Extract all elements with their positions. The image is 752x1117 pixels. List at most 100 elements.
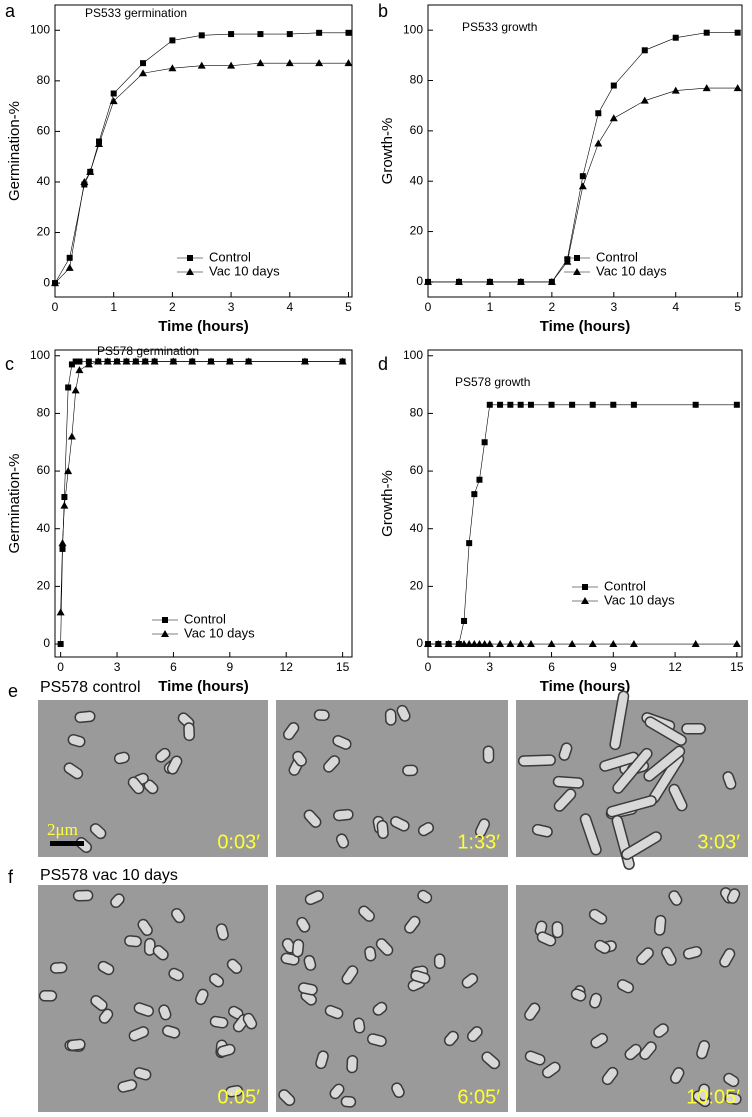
cell-body	[63, 762, 84, 780]
cell-body	[402, 764, 419, 777]
y-tick-label: 0	[43, 636, 50, 650]
marker-square	[569, 401, 576, 408]
cell	[402, 764, 419, 777]
y-tick-label: 80	[37, 406, 51, 420]
cell	[376, 820, 389, 840]
cell	[524, 1002, 541, 1021]
cell	[551, 921, 564, 939]
cell	[606, 795, 657, 818]
marker-triangle	[95, 140, 104, 148]
cell	[113, 751, 130, 765]
cell	[482, 745, 495, 764]
cell	[588, 908, 608, 925]
cell	[226, 958, 243, 974]
marker-square	[517, 401, 524, 408]
marker-triangle	[434, 640, 443, 648]
cell	[579, 813, 602, 856]
cell-body	[67, 733, 86, 748]
cell-body	[524, 1002, 541, 1021]
marker-triangle	[516, 640, 525, 648]
cell	[72, 889, 94, 902]
panel-title: PS578 vac 10 days	[40, 867, 178, 884]
marker-square	[61, 494, 68, 501]
y-tick-label: 100	[30, 348, 50, 362]
cell	[668, 783, 688, 812]
cell	[384, 708, 397, 726]
x-axis-label: Time (hours)	[158, 318, 249, 335]
x-tick-label: 1	[110, 300, 117, 314]
y-tick-label: 40	[410, 173, 424, 187]
cell-body	[372, 1001, 388, 1016]
cell	[341, 965, 359, 985]
cell-body	[291, 938, 305, 958]
cell	[474, 818, 491, 838]
cell	[110, 893, 125, 909]
marker-triangle	[568, 640, 577, 648]
cell-body	[158, 1004, 172, 1021]
cell	[152, 944, 169, 961]
series-line	[428, 32, 738, 283]
y-tick-label: 100	[30, 22, 50, 36]
y-tick-label: 0	[416, 636, 423, 650]
cell-body	[313, 709, 330, 722]
marker-triangle	[207, 357, 216, 365]
cell	[724, 1092, 742, 1105]
marker-triangle	[480, 640, 489, 648]
cell	[215, 923, 229, 941]
marker-triangle	[629, 640, 638, 648]
cell-body	[719, 948, 736, 968]
cell-body	[410, 969, 431, 985]
cell-body	[283, 722, 300, 741]
chart-title: PS533 germination	[85, 6, 187, 20]
marker-triangle	[733, 84, 742, 92]
cell-body	[226, 958, 243, 974]
cell-body	[474, 818, 491, 838]
cell	[367, 1033, 387, 1047]
marker-square	[481, 439, 488, 446]
marker-square	[589, 401, 596, 408]
cell-body	[609, 690, 630, 751]
legend-label: Control	[604, 578, 646, 593]
cell-body	[722, 771, 737, 790]
cell-body	[588, 908, 608, 925]
cell-body	[698, 1083, 710, 1102]
marker-square	[169, 37, 176, 44]
cell-body	[517, 754, 556, 767]
cell-body	[636, 947, 654, 966]
cell	[97, 960, 115, 976]
cell	[209, 1015, 229, 1029]
marker-triangle	[496, 640, 505, 648]
y-tick-label: 20	[37, 579, 51, 593]
cell	[296, 916, 311, 933]
marker-square	[228, 31, 235, 38]
cell	[171, 907, 186, 924]
marker-square	[641, 47, 648, 54]
cell	[358, 905, 375, 922]
cell-body	[323, 755, 341, 773]
cell	[536, 931, 557, 947]
marker-square	[610, 401, 617, 408]
y-tick-label: 0	[416, 274, 423, 288]
cell	[128, 1026, 150, 1042]
marker-triangle	[454, 640, 463, 648]
marker-square	[68, 361, 75, 368]
y-axis-label: Germination-%	[6, 453, 23, 553]
legend-label: Vac 10 days	[604, 592, 675, 607]
cell	[433, 953, 446, 970]
cell-body	[162, 1025, 181, 1039]
cell	[133, 1002, 155, 1017]
x-tick-label: 5	[734, 300, 741, 314]
cell-body	[209, 1015, 229, 1029]
x-tick-label: 3	[486, 660, 493, 674]
marker-triangle	[64, 467, 73, 475]
cell-body	[133, 1002, 155, 1017]
cell	[404, 915, 421, 934]
marker-triangle	[84, 360, 93, 368]
cell	[594, 939, 611, 954]
cell-body	[612, 747, 653, 794]
legend-marker	[582, 584, 588, 590]
series-line	[428, 404, 737, 645]
cell-body	[97, 960, 115, 976]
cell	[396, 704, 411, 722]
legend-marker	[187, 255, 193, 261]
